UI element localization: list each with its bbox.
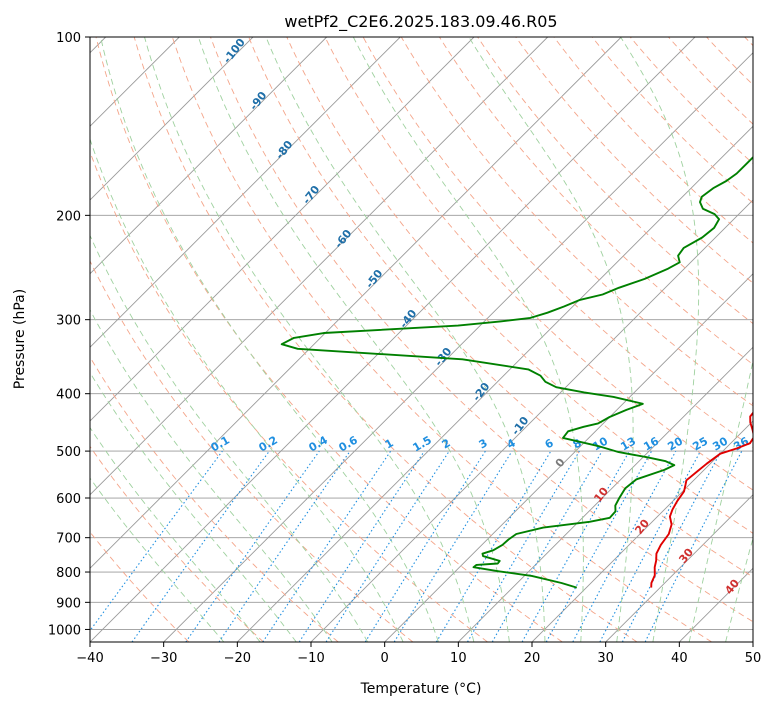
isotherm-line <box>311 37 775 642</box>
dry-adiabat-label: -20 <box>470 380 493 404</box>
x-tick-label: 30 <box>597 651 614 666</box>
x-tick-label: 0 <box>381 651 389 666</box>
mixing-ratio-label: 8 <box>571 436 584 451</box>
dry-adiabat <box>0 37 189 642</box>
mixing-ratio-line <box>326 451 449 642</box>
moist-adiabat <box>726 37 775 642</box>
isotherm-line <box>679 37 775 642</box>
y-tick-label: 800 <box>56 566 81 581</box>
y-tick-label: 400 <box>56 388 81 403</box>
isotherm-line <box>90 37 695 642</box>
x-tick-label: −40 <box>76 651 103 666</box>
moist-adiabat-label: 0 <box>553 456 568 470</box>
mixing-ratio-label: 25 <box>690 435 710 454</box>
x-tick-label: 50 <box>745 651 762 666</box>
isotherm-line <box>0 37 327 642</box>
line-labels: -100-90-80-70-60-50-40-30-20-10010203040… <box>209 36 752 597</box>
dry-adiabat-label: -70 <box>300 183 323 207</box>
mixing-ratio-line <box>299 451 424 642</box>
background-lines <box>0 37 775 642</box>
dry-adiabat-label: -100 <box>221 36 248 66</box>
y-tick-label: 700 <box>56 532 81 547</box>
dewpoint-profile <box>282 37 775 588</box>
mixing-ratio-label: 20 <box>665 434 685 453</box>
moist-adiabat <box>0 37 224 642</box>
isotherm-line <box>385 37 775 642</box>
x-tick-label: −20 <box>224 651 251 666</box>
x-axis-label: Temperature (°C) <box>360 681 482 697</box>
mixing-ratio-line <box>365 451 485 642</box>
dry-adiabat <box>134 37 637 642</box>
mixing-ratio-label: 4 <box>505 436 518 451</box>
dry-adiabat <box>707 37 775 642</box>
mixing-ratio-line <box>219 451 350 642</box>
moist-adiabat <box>101 37 439 642</box>
mixing-ratio-line <box>436 451 551 642</box>
moist-adiabat <box>32 37 368 642</box>
moist-adiabat <box>64 37 403 642</box>
x-tick-label: 10 <box>450 651 467 666</box>
moist-adiabat <box>689 37 775 642</box>
x-tick-label: 40 <box>671 651 688 666</box>
y-tick-label: 600 <box>56 492 81 507</box>
y-tick-label: 300 <box>56 314 81 329</box>
dry-adiabat-label: -60 <box>332 227 355 251</box>
isotherm-line <box>0 37 548 642</box>
moist-adiabat-label: 20 <box>632 517 652 537</box>
y-axis-label: Pressure (hPa) <box>12 289 28 389</box>
moist-adiabat <box>469 37 633 642</box>
mixing-ratio-line <box>263 451 391 642</box>
mixing-ratio-label: 10 <box>590 434 610 453</box>
dry-adiabat <box>58 37 488 642</box>
dry-adiabat-label: -90 <box>247 89 270 113</box>
y-tick-label: 500 <box>56 445 81 460</box>
dry-adiabat <box>516 37 775 642</box>
y-tick-label: 1000 <box>48 623 81 638</box>
moist-adiabat-label: 30 <box>676 546 696 566</box>
dry-adiabat <box>0 37 338 642</box>
mixing-ratio-label: 16 <box>641 434 661 453</box>
isotherm-line <box>16 37 621 642</box>
x-tick-label: −30 <box>150 651 177 666</box>
y-tick-label: 100 <box>56 31 81 46</box>
moist-adiabat-label: 40 <box>722 577 742 597</box>
y-tick-label: 900 <box>56 596 81 611</box>
isotherm-line <box>0 37 474 642</box>
x-tick-label: 20 <box>524 651 541 666</box>
y-tick-label: 200 <box>56 209 81 224</box>
x-tick-label: −10 <box>297 651 324 666</box>
dry-adiabat <box>20 37 413 642</box>
mixing-ratio-label: 13 <box>618 435 638 454</box>
isotherm-line <box>0 37 400 642</box>
dry-adiabat <box>0 37 264 642</box>
isotherm-line <box>532 37 775 642</box>
mixing-ratio-label: 3 <box>477 436 490 451</box>
moist-adiabat <box>0 37 260 642</box>
dry-adiabat-label: -50 <box>363 267 386 291</box>
isotherm-line <box>0 37 253 642</box>
dry-adiabat-label: -10 <box>509 414 532 438</box>
mixing-ratio-label: 2 <box>440 436 453 451</box>
chart-title: wetPf2_C2E6.2025.183.09.46.R05 <box>284 12 557 32</box>
isotherm-line <box>237 37 775 642</box>
dry-adiabat <box>554 37 775 642</box>
isotherm-line <box>458 37 775 642</box>
mixing-ratio-line <box>82 451 223 642</box>
dry-adiabat-label: -80 <box>273 138 296 162</box>
isotherm-line <box>164 37 769 642</box>
profile-lines <box>282 37 775 588</box>
moist-adiabat <box>4 37 332 642</box>
isotherm-line <box>753 37 775 642</box>
mixing-ratio-label: 6 <box>543 436 556 451</box>
